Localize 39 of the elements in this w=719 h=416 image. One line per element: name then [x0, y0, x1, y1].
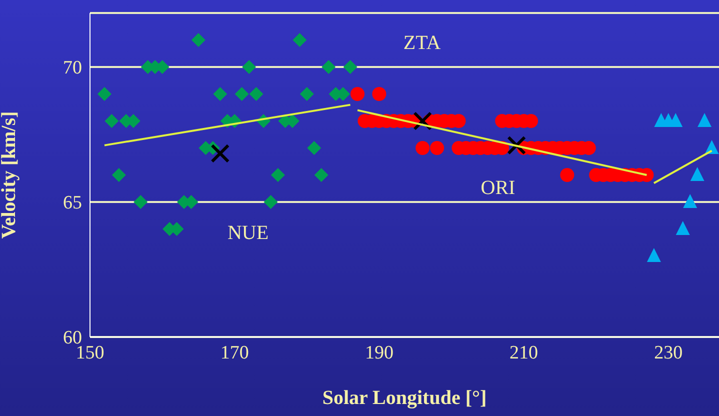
x-tick-label: 190	[364, 342, 394, 364]
point	[210, 144, 230, 163]
point	[322, 60, 336, 74]
point	[213, 87, 228, 101]
point	[97, 87, 112, 101]
point	[560, 168, 574, 182]
annotation: ORI	[480, 177, 516, 199]
point	[372, 87, 386, 101]
point	[270, 168, 285, 182]
point	[430, 141, 444, 155]
point	[242, 60, 256, 74]
x-tick-label: 210	[510, 342, 538, 364]
annotation: NUE	[227, 222, 269, 244]
point	[698, 113, 712, 127]
point	[416, 141, 430, 155]
point	[646, 248, 661, 262]
point	[314, 168, 328, 182]
y-axis-title: Velocity [km/s]	[0, 111, 20, 239]
point	[112, 168, 126, 182]
point	[343, 60, 358, 74]
point	[249, 87, 264, 101]
point	[104, 114, 119, 128]
point	[234, 87, 249, 101]
point	[300, 87, 314, 101]
point	[191, 33, 206, 47]
point	[292, 33, 307, 47]
x-axis-title: Solar Longitude [°]	[322, 387, 487, 409]
annotation: ZTA	[403, 32, 442, 54]
point	[264, 195, 278, 209]
x-tick-label: 170	[220, 342, 249, 364]
y-tick-label: 70	[63, 58, 82, 79]
point	[683, 194, 698, 208]
y-tick-label: 65	[63, 192, 82, 214]
point	[350, 87, 365, 101]
point	[307, 141, 322, 155]
point	[676, 221, 690, 235]
x-tick-label: 230	[654, 342, 683, 364]
point	[134, 195, 148, 209]
point	[690, 167, 704, 181]
